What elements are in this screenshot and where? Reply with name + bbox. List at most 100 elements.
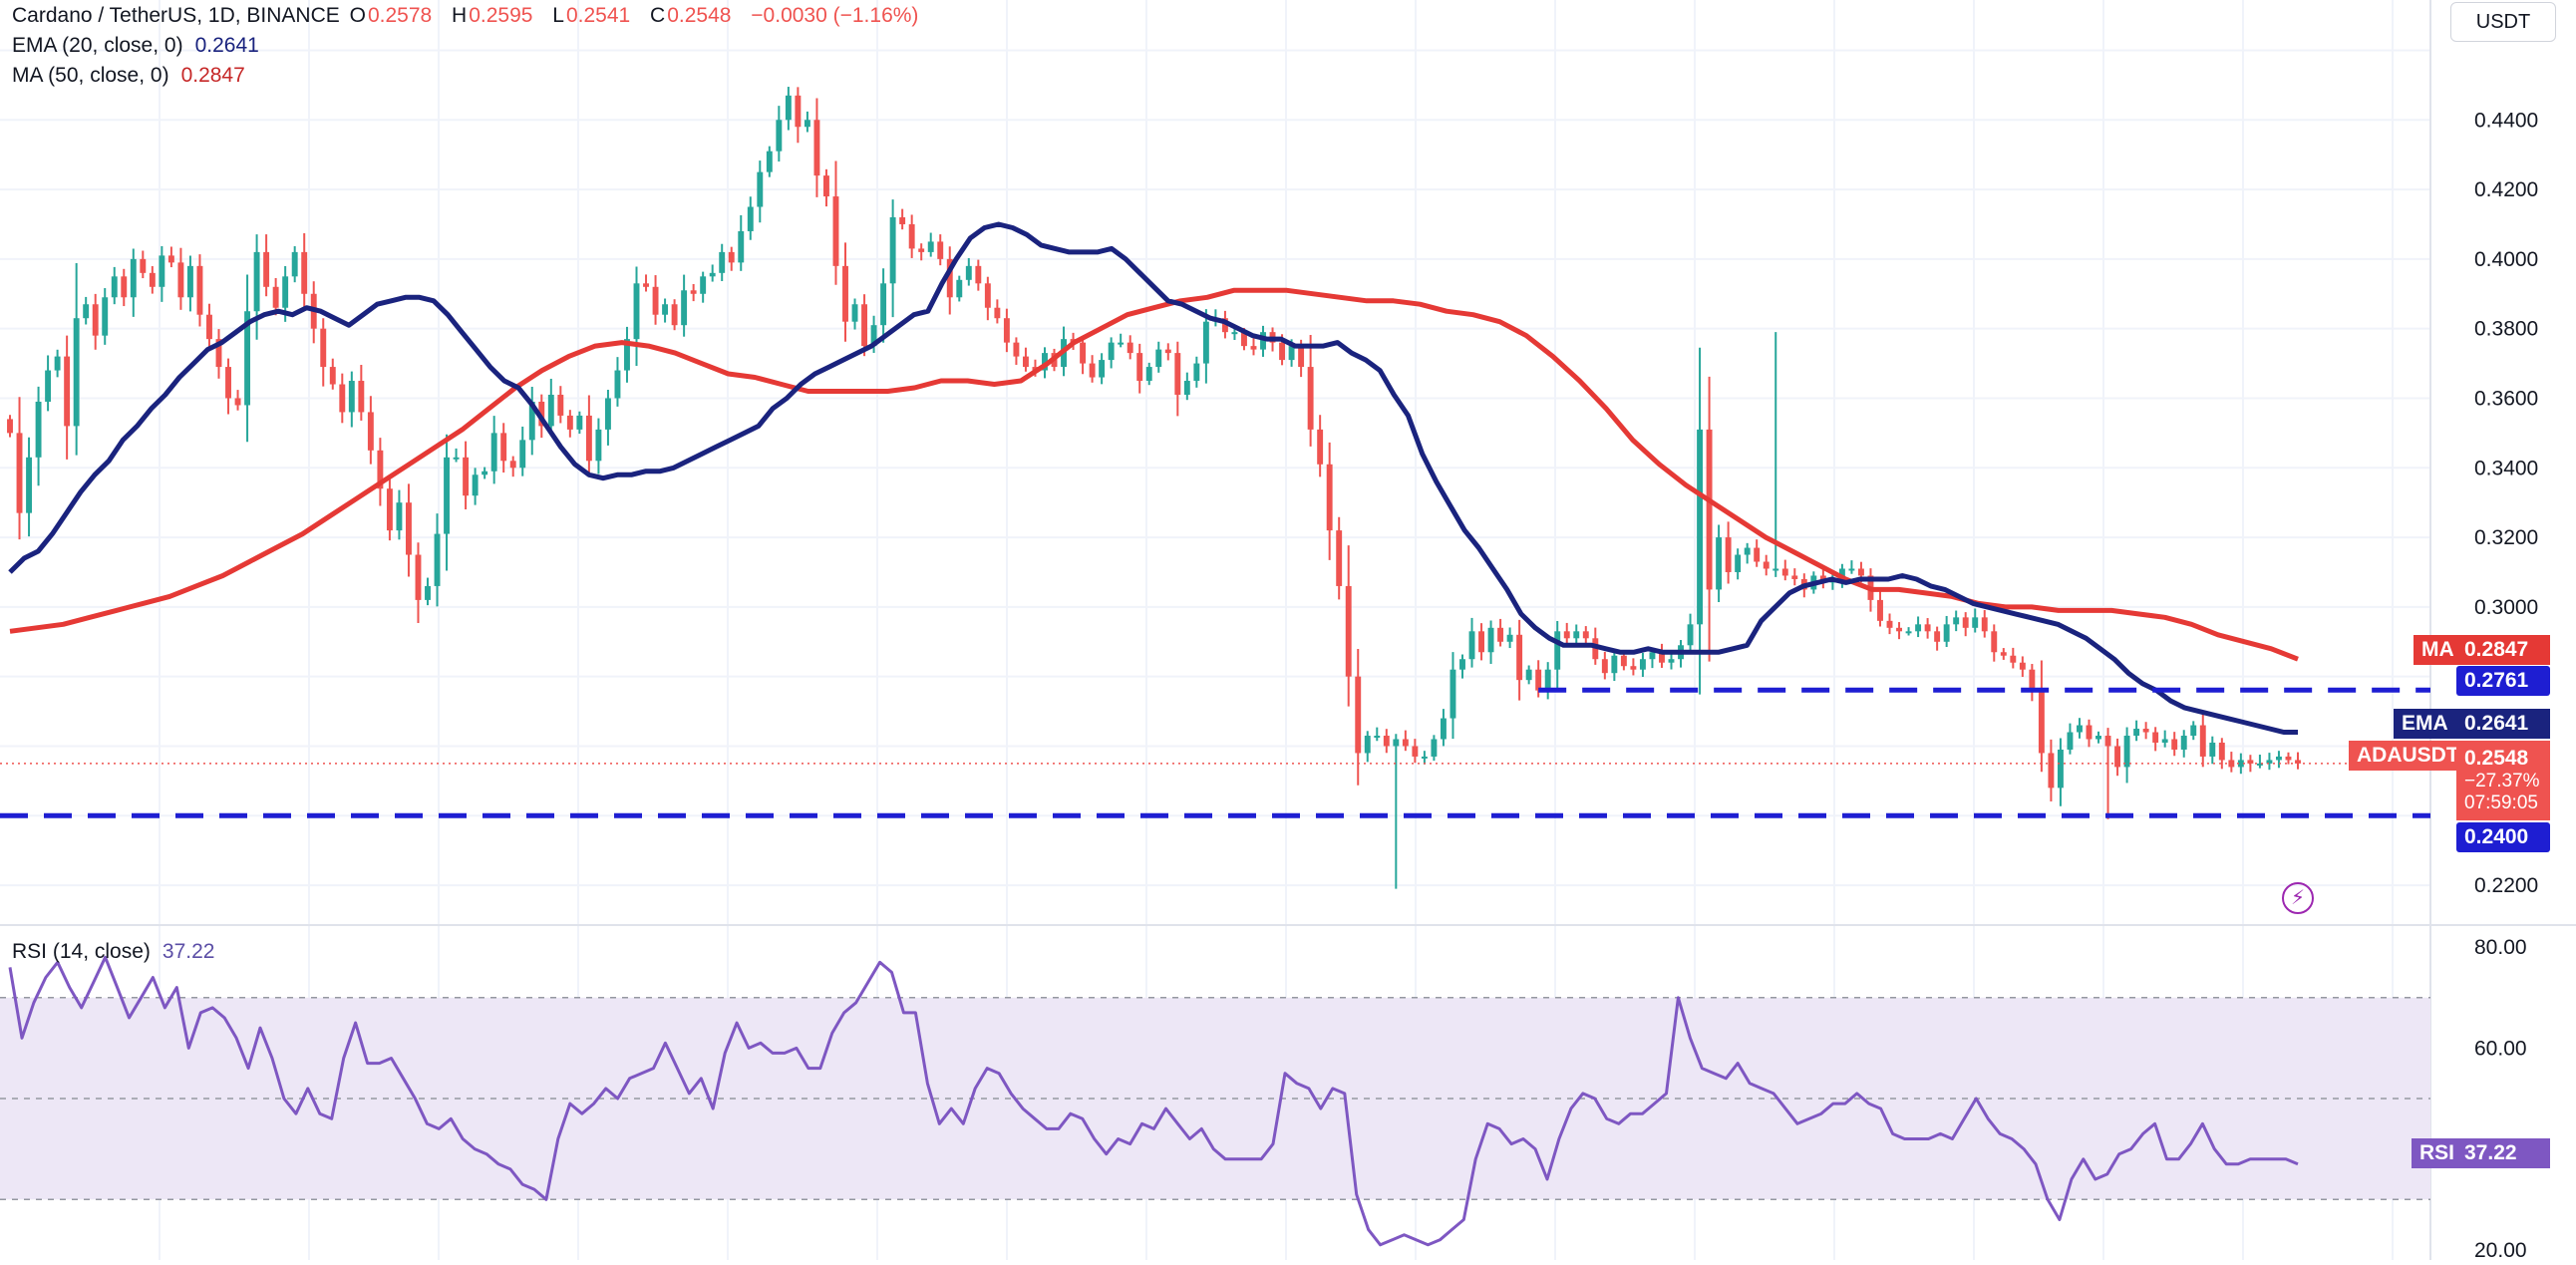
currency-selector[interactable]: USDT: [2450, 2, 2556, 42]
candle-down: [566, 415, 573, 430]
candle-up: [700, 276, 707, 294]
candle-up: [1468, 631, 1475, 660]
symbol-legend: Cardano / TetherUS, 1D, BINANCE O0.2578 …: [12, 4, 932, 28]
price-tick-label: 0.4000: [2474, 248, 2538, 271]
candle-up: [624, 339, 630, 371]
candle-down: [832, 196, 839, 266]
candle-up: [719, 251, 726, 273]
candle-down: [946, 258, 953, 298]
open-label: O: [349, 4, 366, 27]
candle-up: [482, 471, 488, 475]
high-value: 0.2595: [469, 4, 533, 27]
candle-down: [463, 457, 470, 496]
candle-down: [2104, 736, 2111, 747]
candle-up: [1744, 547, 1751, 555]
candle-up: [2123, 736, 2130, 768]
candle-up: [186, 265, 193, 298]
candle-down: [1630, 666, 1637, 670]
rsi-legend[interactable]: RSI (14, close) 37.22: [12, 940, 218, 964]
candle-down: [196, 265, 203, 315]
candle-down: [149, 272, 156, 287]
price-axis[interactable]: 0.4400 0.4200 0.4000 0.3800 0.3600 0.3400 0.32…: [2474, 109, 2538, 897]
candle-up: [965, 265, 972, 280]
price-tick-label: 0.3800: [2474, 318, 2538, 341]
candle-up: [253, 251, 260, 312]
candle-down: [234, 398, 241, 406]
candle-up: [444, 457, 451, 534]
ma-tag-label: MA: [2414, 635, 2463, 665]
candle-down: [994, 307, 1001, 319]
candle-up: [1449, 669, 1456, 719]
symbol-tag-label: ADAUSDT: [2349, 741, 2459, 771]
candle-down: [861, 304, 868, 347]
candle-down: [975, 265, 982, 284]
candle-down: [121, 276, 128, 298]
candle-up: [1108, 342, 1115, 361]
candle-up: [1772, 568, 1779, 571]
ema-legend[interactable]: EMA (20, close, 0) 0.2641: [12, 34, 263, 58]
candle-down: [367, 412, 374, 451]
ema20-line: [8, 221, 2298, 735]
candle-down: [1307, 367, 1314, 430]
candle-down: [1355, 676, 1362, 754]
candle-down: [1080, 342, 1087, 364]
candle-down: [215, 339, 222, 368]
candle-up: [738, 230, 745, 263]
candle-up: [528, 401, 535, 441]
candle-up: [633, 283, 640, 340]
candle-down: [272, 286, 279, 308]
candle-up: [83, 304, 90, 319]
last-change: −27.37%: [2464, 771, 2540, 791]
candle-up: [26, 457, 32, 513]
candle-up: [2209, 742, 2216, 757]
candle-up: [1193, 363, 1200, 382]
candle-down: [140, 258, 147, 273]
candle-down: [1317, 429, 1324, 465]
ema-legend-label: EMA (20, close, 0): [12, 34, 183, 57]
candle-down: [1934, 631, 1941, 642]
ema-tag-label: EMA: [2394, 709, 2457, 739]
candle-down: [1620, 655, 1627, 667]
candle-up: [1554, 631, 1561, 670]
candle-up: [2133, 729, 2140, 737]
candle-down: [1136, 353, 1143, 382]
candle-up: [880, 283, 887, 326]
candle-down: [908, 223, 915, 249]
candle-up: [472, 474, 479, 496]
candle-up: [1544, 669, 1551, 691]
candle-up: [1374, 736, 1381, 739]
ema-price-tag: 0.2641: [2456, 709, 2550, 739]
ma-legend[interactable]: MA (50, close, 0) 0.2847: [12, 64, 249, 88]
candle-up: [2276, 756, 2282, 761]
ma-price-tag: 0.2847: [2456, 635, 2550, 665]
horizontal-levels[interactable]: [0, 687, 2430, 818]
alert-lightning-icon[interactable]: ⚡︎: [2282, 882, 2314, 914]
candle-down: [92, 304, 99, 336]
candle-down: [415, 554, 422, 600]
candle-up: [111, 276, 118, 298]
candle-up: [2190, 725, 2197, 737]
candle-up: [1943, 624, 1950, 642]
candle-up: [614, 370, 621, 399]
candle-up: [54, 356, 61, 371]
candle-up: [956, 279, 963, 298]
price-tick-label: 0.4200: [2474, 178, 2538, 201]
candle-up: [547, 394, 554, 427]
rsi-tick-label: 60.00: [2474, 1037, 2527, 1060]
candle-down: [728, 251, 735, 263]
candle-up: [785, 95, 792, 121]
candle-down: [899, 216, 906, 224]
candle-down: [984, 283, 991, 308]
candle-up: [282, 276, 289, 308]
candle-up: [776, 120, 783, 152]
candle-up: [1487, 627, 1494, 653]
ema-legend-value: 0.2641: [194, 34, 259, 57]
candle-down: [1535, 669, 1542, 691]
candle-down: [2000, 652, 2007, 656]
candle-up: [927, 241, 934, 252]
candle-up: [2095, 736, 2101, 740]
candle-down: [1127, 342, 1133, 354]
candle-down: [2285, 756, 2292, 761]
